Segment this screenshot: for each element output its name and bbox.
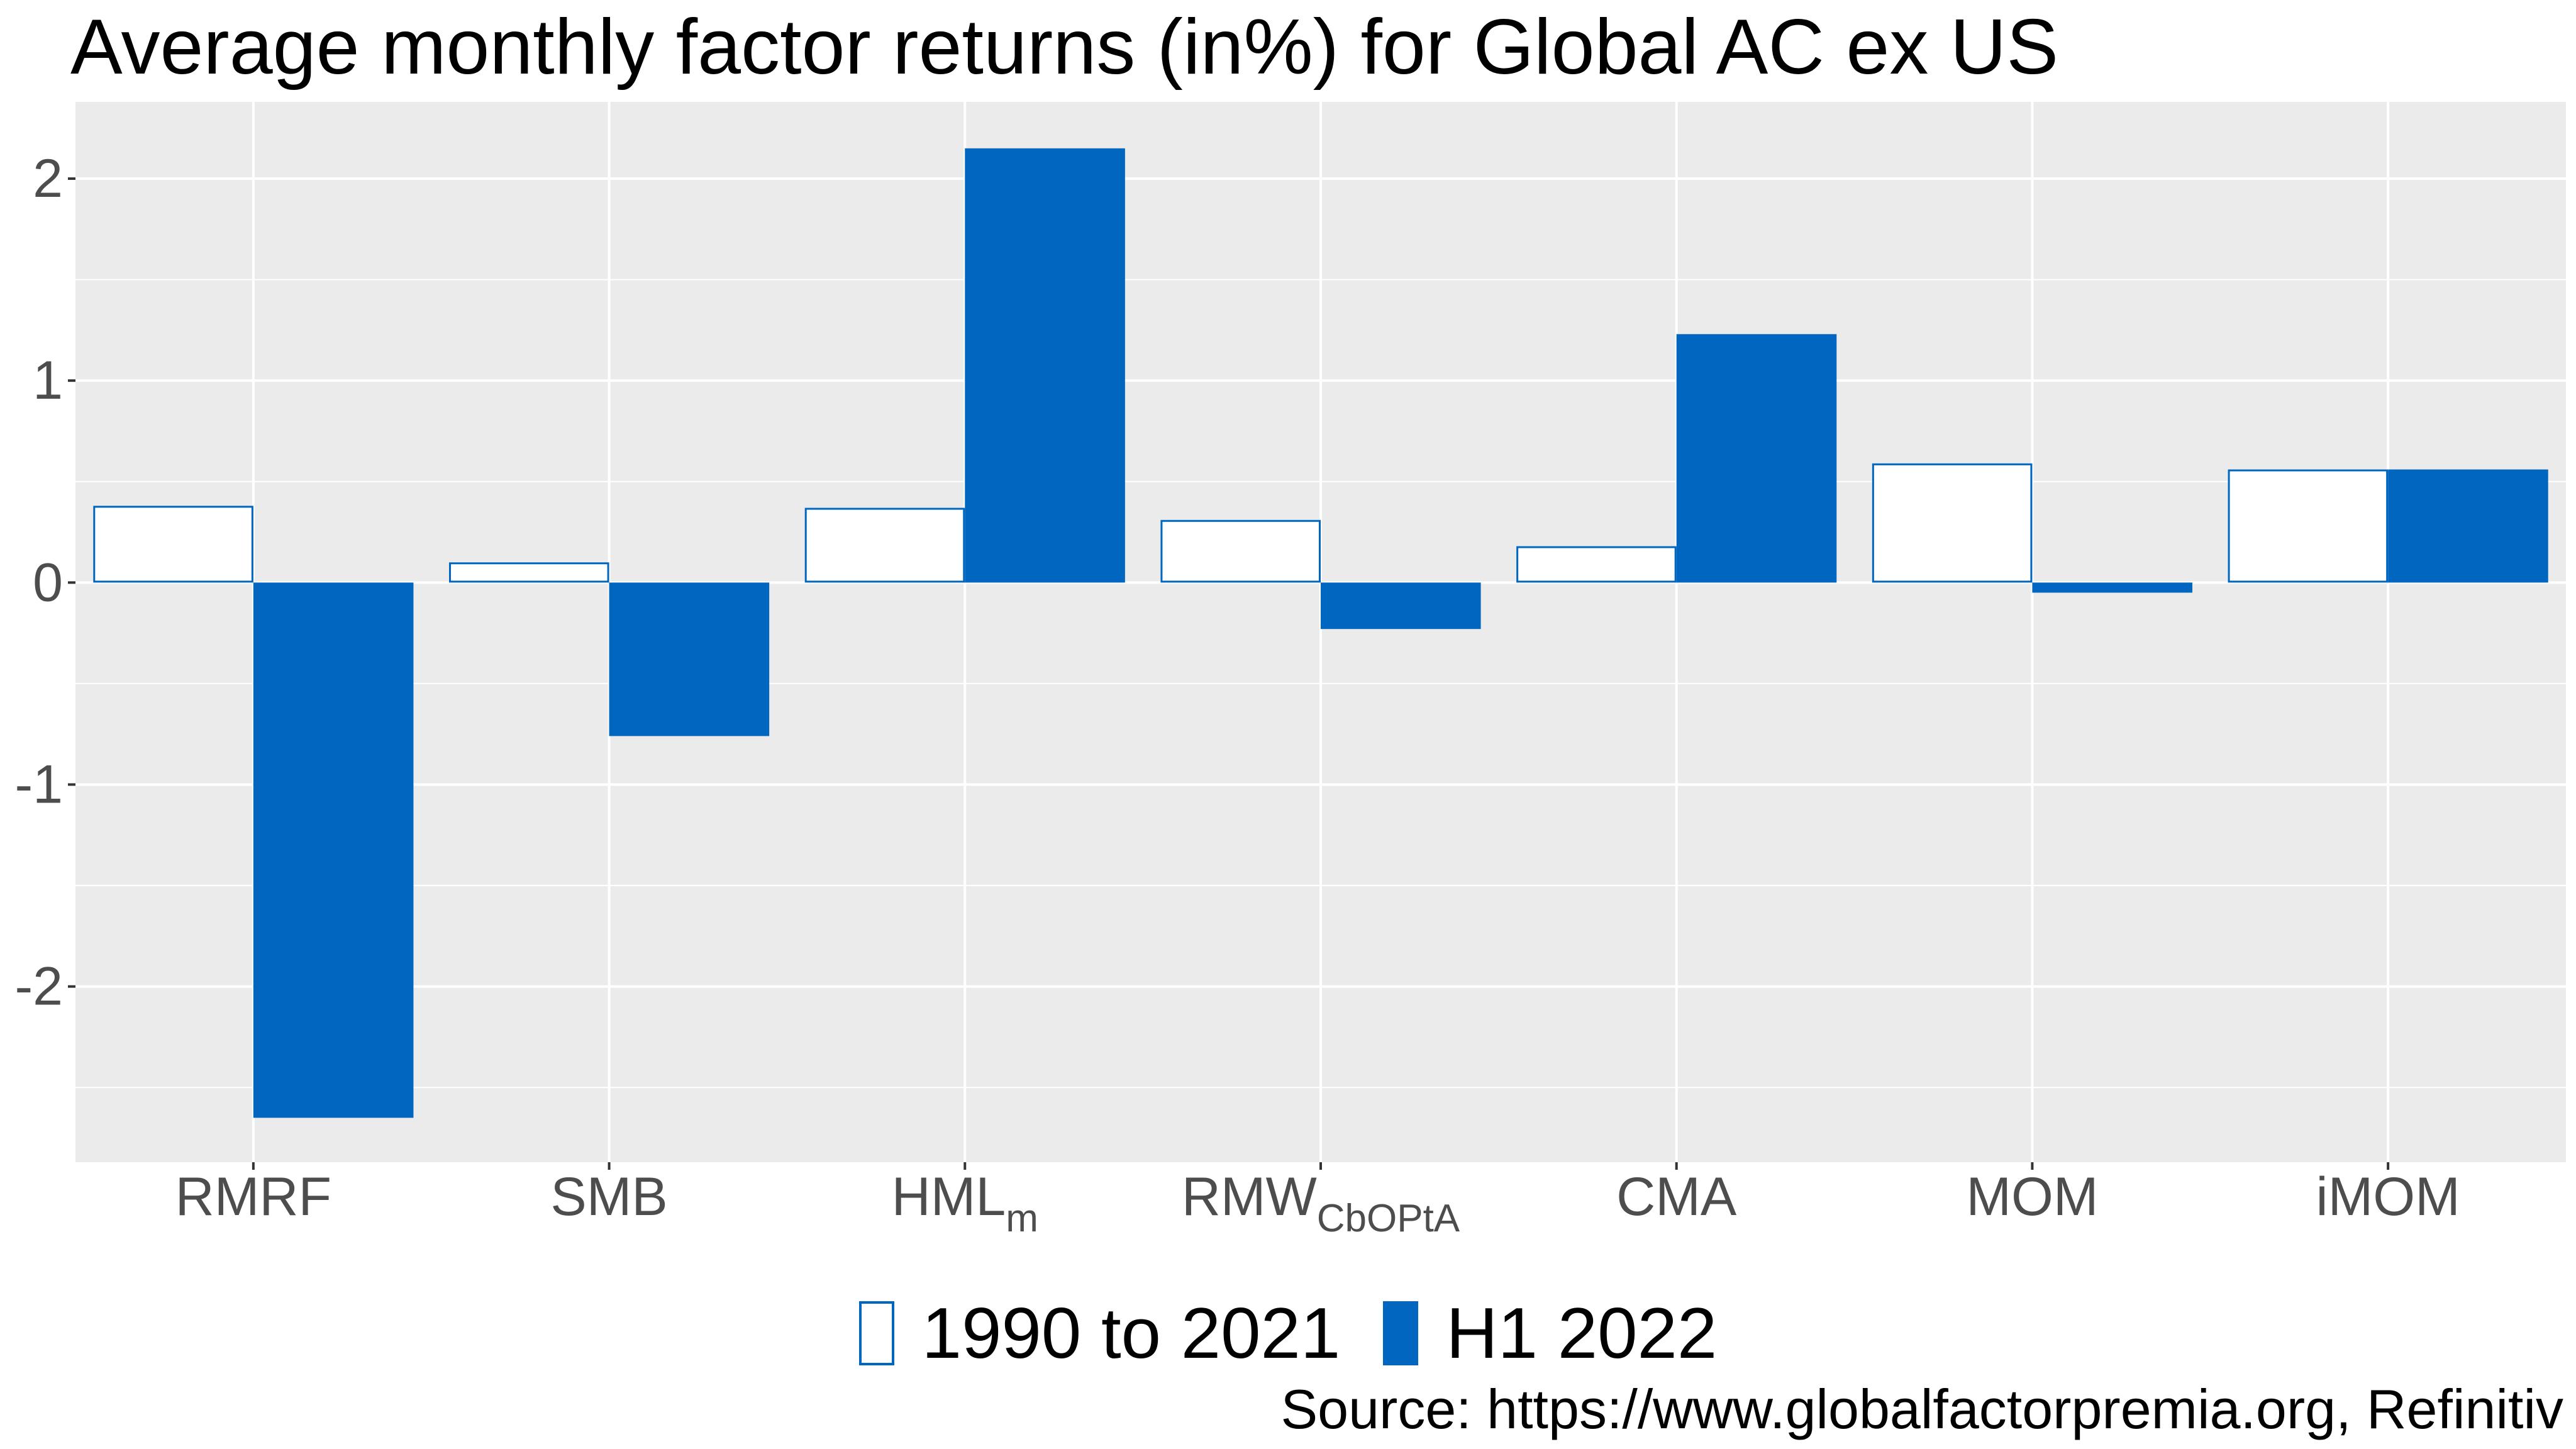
bar-h1-2022-smb xyxy=(609,582,770,736)
legend-label-h1-2022: H1 2022 xyxy=(1446,1293,1718,1374)
y-tick-label: -1 xyxy=(15,754,63,814)
y-tick-label: 1 xyxy=(33,350,63,411)
y-tick-label: 2 xyxy=(33,148,63,209)
bar-1990-to-2021-hml xyxy=(804,508,965,583)
legend: 1990 to 2021 H1 2022 xyxy=(0,1283,2576,1384)
bars xyxy=(93,148,2548,1118)
bar-h1-2022-hml xyxy=(965,148,1125,583)
x-tick-label-rmw: RMWCbOPtA xyxy=(1182,1167,1460,1240)
y-tick-label: 0 xyxy=(33,552,63,613)
y-tick-label: -2 xyxy=(15,957,63,1017)
bar-h1-2022-cma xyxy=(1676,334,1837,583)
legend-label-1990-2021: 1990 to 2021 xyxy=(921,1293,1341,1374)
bar-1990-to-2021-rmrf xyxy=(93,506,253,583)
bar-h1-2022-rmrf xyxy=(253,582,414,1118)
bar-h1-2022-mom xyxy=(2032,582,2192,593)
bar-1990-to-2021-mom xyxy=(1872,463,2033,583)
legend-item-h1-2022: H1 2022 xyxy=(1383,1292,1717,1375)
bar-1990-to-2021-imom xyxy=(2228,469,2389,583)
legend-key-1990-2021 xyxy=(858,1301,894,1365)
y-axis: -2 -1 0 1 2 xyxy=(15,148,75,1017)
bar-1990-to-2021-smb xyxy=(449,562,609,583)
bar-1990-to-2021-cma xyxy=(1516,546,1677,583)
x-tick-label-rmrf: RMRF xyxy=(175,1167,331,1227)
legend-item-1990-2021: 1990 to 2021 xyxy=(858,1292,1341,1375)
bar-h1-2022-rmw xyxy=(1321,582,1481,630)
source-note: Source: https://www.globalfactorpremia.o… xyxy=(1280,1378,2563,1440)
chart-title: Average monthly factor returns (in%) for… xyxy=(70,4,2059,91)
x-axis: RMRF SMB HMLm RMWCbOPtA CMA MOM iMOM xyxy=(175,1162,2460,1240)
x-tick-label-smb: SMB xyxy=(550,1167,667,1227)
x-tick-label-cma: CMA xyxy=(1616,1167,1737,1227)
x-tick-label-imom: iMOM xyxy=(2316,1167,2460,1227)
x-tick-label-mom: MOM xyxy=(1966,1167,2098,1227)
x-tick-label-hml: HMLm xyxy=(892,1167,1038,1240)
bar-h1-2022-imom xyxy=(2388,469,2548,583)
bar-1990-to-2021-rmw xyxy=(1160,519,1321,583)
legend-key-h1-2022 xyxy=(1383,1301,1419,1365)
